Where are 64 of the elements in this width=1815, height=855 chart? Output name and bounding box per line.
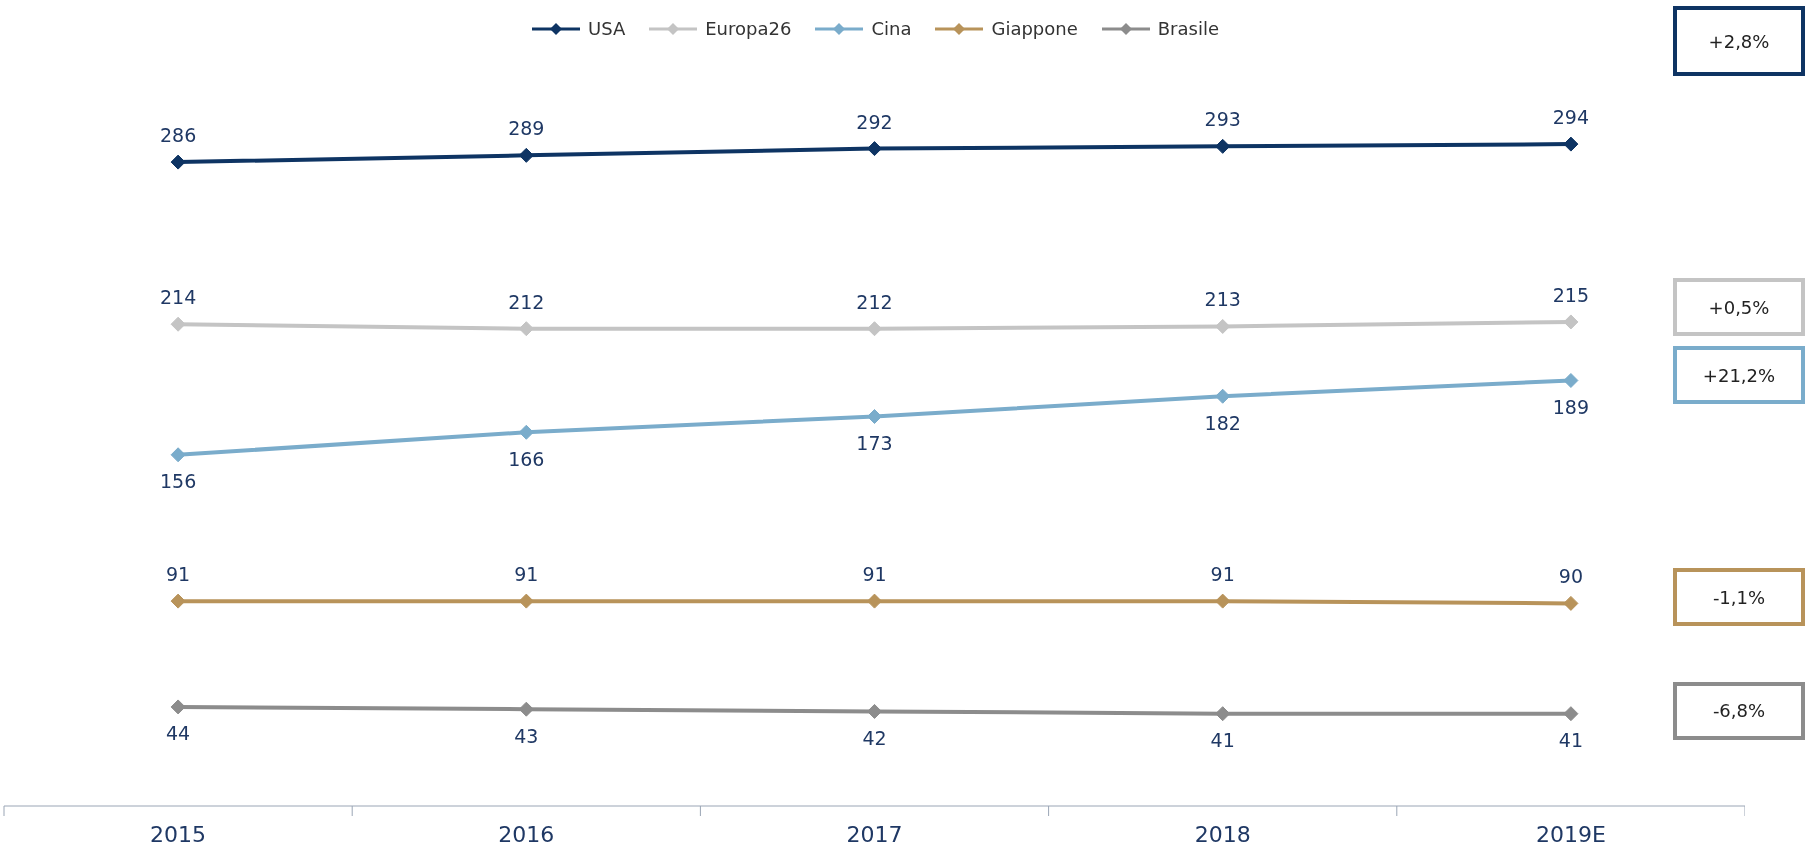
- data-label: 294: [1552, 106, 1590, 129]
- data-label: 182: [1204, 411, 1241, 434]
- outlined-box: +0,5%: [1673, 278, 1805, 337]
- x-tick-label: 2017: [846, 822, 903, 847]
- data-label: 292: [856, 110, 893, 133]
- outlined-box: +21,2%: [1673, 346, 1805, 405]
- data-label: 156: [159, 470, 197, 493]
- point: [867, 141, 882, 157]
- point: [1215, 706, 1231, 722]
- point: [1563, 595, 1579, 611]
- x-tick-label: 2019E: [1535, 822, 1606, 847]
- point: [170, 593, 186, 609]
- legend-label: Cina: [870, 18, 912, 39]
- data-label: 286: [159, 124, 197, 147]
- legend-label: Brasile: [1156, 18, 1219, 39]
- legend-label: Giappone: [990, 18, 1078, 39]
- legend-label: Europa26: [704, 18, 792, 39]
- x-tick-label: 2018: [1194, 822, 1251, 847]
- point: [170, 447, 186, 463]
- point: [518, 701, 534, 717]
- outlined-box: +2,8%: [1673, 6, 1805, 76]
- point: [518, 593, 534, 609]
- point: [867, 409, 882, 425]
- point: [170, 154, 186, 170]
- point: [170, 316, 186, 332]
- outlined-box: -1,1%: [1673, 568, 1805, 627]
- point: [867, 703, 882, 719]
- data-label: 91: [514, 563, 539, 586]
- data-label: 212: [508, 290, 545, 313]
- point: [867, 593, 882, 609]
- data-label: 44: [166, 722, 191, 745]
- data-label: 90: [1558, 565, 1583, 588]
- point: [1563, 136, 1579, 152]
- data-label: 289: [508, 117, 545, 140]
- data-label: 166: [508, 447, 545, 470]
- data-label: 41: [1210, 729, 1235, 752]
- data-label: 189: [1552, 395, 1590, 418]
- point: [1563, 706, 1579, 722]
- data-label: 91: [166, 563, 191, 586]
- point: [1215, 318, 1231, 334]
- x-tick-label: 2016: [498, 822, 555, 847]
- data-label: 173: [856, 432, 893, 454]
- point: [518, 147, 534, 163]
- point: [518, 321, 534, 337]
- data-label: 293: [1204, 108, 1241, 131]
- data-label: 213: [1204, 288, 1241, 311]
- point: [170, 699, 186, 715]
- x-tick-label: 2015: [150, 822, 207, 847]
- point: [1563, 314, 1579, 330]
- point: [1563, 372, 1579, 388]
- data-label: 91: [862, 563, 887, 586]
- outlined-box: -6,8%: [1673, 681, 1805, 740]
- point: [867, 321, 882, 337]
- point: [1215, 593, 1231, 609]
- legend-label: USA: [587, 18, 626, 39]
- data-label: 91: [1210, 563, 1235, 586]
- data-label: 212: [856, 290, 893, 313]
- data-label: 43: [514, 724, 539, 747]
- data-label: 215: [1552, 283, 1590, 306]
- data-label: 41: [1558, 729, 1583, 752]
- point: [1215, 138, 1231, 154]
- point: [518, 424, 534, 440]
- data-label: 42: [862, 726, 887, 749]
- data-label: 214: [159, 286, 197, 309]
